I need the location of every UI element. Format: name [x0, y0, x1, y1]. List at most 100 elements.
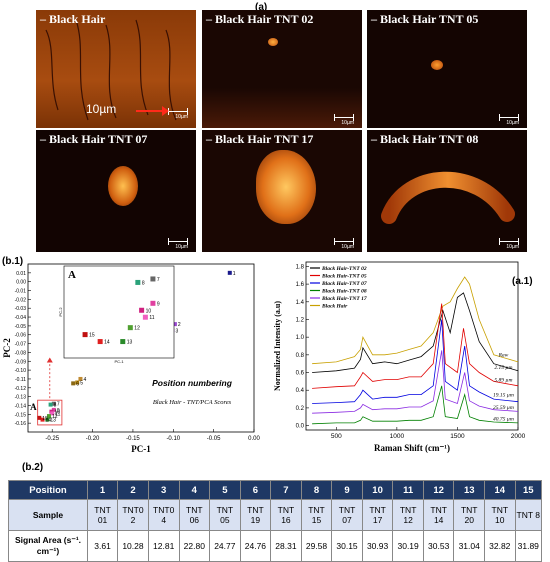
y-tick-label: 0.4	[296, 388, 305, 394]
scale-text: 10µm	[341, 120, 354, 126]
scale-bar	[499, 114, 519, 121]
data-point	[71, 381, 76, 386]
inset-data-point	[82, 332, 88, 338]
y-tick-label: -0.12	[15, 386, 27, 392]
y-tick-label: 0.00	[16, 280, 26, 286]
inset-data-point	[142, 314, 148, 320]
y-tick-label: -0.06	[15, 333, 27, 339]
hair-spot	[256, 150, 316, 224]
table-cell: 30.19	[392, 530, 424, 562]
hair-texture	[45, 19, 177, 121]
series-line	[312, 385, 519, 425]
hair-spot	[108, 166, 138, 206]
inset-data-point	[139, 307, 145, 313]
table-cell: 31.89	[514, 530, 543, 562]
y-tick-label: -0.11	[15, 377, 26, 383]
table-cell: 14	[484, 480, 516, 500]
pca-scatter-chart: -0.25 -0.20 -0.15 -0.10 -0.05 0.00 0.01 0.00 -0.…	[2, 263, 260, 454]
point-label: 7	[57, 402, 60, 408]
raman-spectrum-chart: 500 1000 1500 2000 0.0 0.2 0.4 0.6 0.8 1.0 1.2 1.4 1…	[273, 261, 526, 453]
inset-point-label: 13	[127, 340, 133, 346]
y-tick-label: 1.2	[296, 317, 305, 323]
inset-data-point	[127, 325, 133, 331]
inset-point-label: 8	[142, 280, 145, 286]
inset-data-point	[150, 276, 156, 282]
y-axis-label: Normalized Intensity (a.u)	[273, 301, 282, 391]
hair-spot	[268, 38, 278, 46]
position-table: Position 1 2 3 4 5 6 7 8 9 10 11 12 13 1…	[8, 480, 543, 562]
inset-point-label: 10	[146, 308, 152, 314]
legend-entry: Black Hair-TNT 02	[321, 266, 367, 272]
point-label: 2	[178, 322, 181, 328]
x-axis-label: Raman Shift (cm⁻¹)	[374, 443, 450, 453]
table-cell: 24.77	[209, 530, 241, 562]
table-cell: 12	[422, 480, 455, 500]
x-tick-label: -0.05	[207, 436, 221, 442]
point-label: 6	[76, 381, 79, 387]
y-tick-label: -0.01	[15, 289, 27, 295]
row-header: Position	[8, 480, 88, 500]
table-cell: TNT 17	[361, 499, 394, 531]
y-tick-label: 0.0	[296, 424, 305, 430]
point-label: 1	[233, 271, 236, 277]
micrograph-tnt05: – Black Hair TNT 05 10µm	[367, 10, 527, 128]
legend-entry: Black Hair-TNT 07	[321, 281, 367, 287]
legend-entry: Black Hair	[321, 304, 348, 310]
micrograph-title: – Black Hair	[40, 12, 106, 26]
data-point	[75, 380, 80, 385]
micrograph-title: – Black Hair TNT 07	[40, 132, 148, 146]
cluster-arrow-head	[46, 357, 53, 363]
table-row-position: Position 1 2 3 4 5 6 7 8 9 10 11 12 13 1…	[8, 480, 543, 500]
micrograph-tnt07: – Black Hair TNT 07 10µm	[36, 130, 196, 252]
point-label: 8	[54, 403, 57, 409]
panel-label-b1: (b.1)	[2, 256, 24, 267]
table-cell: 13	[453, 480, 485, 500]
y-tick-label: -0.08	[15, 350, 27, 356]
inset-frame	[63, 265, 175, 359]
legend-entry: Black Hair-TNT 05	[321, 274, 367, 280]
y-tick-label: 1.8	[296, 264, 305, 270]
inset-data-point	[150, 300, 156, 306]
series-line	[312, 350, 519, 414]
curve-label: 25.59 µm	[493, 405, 514, 411]
y-tick-label: 1.4	[296, 300, 305, 306]
inset-data-point	[135, 279, 141, 285]
table-cell: TNT 16	[270, 499, 302, 531]
data-point	[227, 270, 232, 275]
data-point	[172, 322, 177, 327]
micrograph-title: – Black Hair TNT 17	[206, 132, 314, 146]
background-glow	[202, 88, 362, 128]
x-tick-label: 2000	[511, 433, 526, 440]
data-point	[46, 414, 51, 419]
scale-bar	[334, 238, 354, 245]
table-cell: 7	[270, 480, 302, 500]
table-cell: TNT 10	[484, 499, 516, 531]
y-tick-label: -0.05	[15, 324, 27, 330]
table-cell: 28.31	[270, 530, 302, 562]
y-tick-label: -0.16	[15, 421, 27, 427]
table-row-sample: Sample TNT 01 TNT0 2 TNT0 4 TNT 06 TNT 0…	[8, 499, 543, 531]
curve-label: 19.15 µm	[493, 392, 514, 398]
y-tick-label: -0.15	[15, 412, 27, 418]
curve-label: 2.15 µm	[494, 365, 512, 371]
table-cell: 22.80	[178, 530, 211, 562]
y-tick-label: 0.2	[296, 406, 305, 412]
x-axis-label: PC-1	[131, 444, 151, 454]
data-point	[51, 407, 56, 412]
x-tick-label: -0.15	[126, 436, 140, 442]
series-line	[312, 276, 519, 365]
x-tick-label: 500	[331, 433, 342, 440]
panel-label-a1: (a.1)	[512, 276, 533, 287]
table-cell: 9	[331, 480, 363, 500]
inset-point-label: 11	[149, 315, 154, 321]
table-cell: 10	[361, 480, 394, 500]
x-tick-label: -0.20	[86, 436, 100, 442]
scale-text: 10µm	[506, 120, 519, 126]
table-cell: TNT0 4	[147, 499, 180, 531]
y-tick-label: 1.0	[296, 335, 305, 341]
inset-y-label: PC-2	[58, 307, 63, 317]
data-point	[51, 401, 56, 406]
y-tick-label: -0.14	[15, 403, 27, 409]
y-tick-label: -0.10	[15, 368, 27, 374]
y-tick-label: -0.04	[15, 315, 27, 321]
